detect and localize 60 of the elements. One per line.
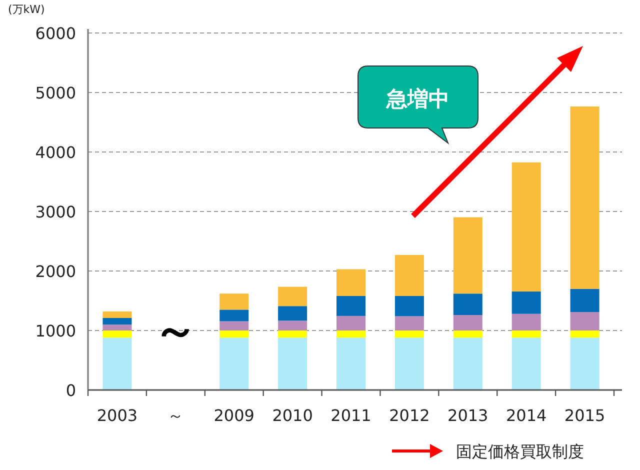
x-tick-label: 2012 [389, 406, 430, 425]
x-tick-label: 2013 [448, 406, 488, 425]
bar [102, 330, 132, 338]
bar [394, 316, 424, 330]
x-tick-label: 2010 [272, 406, 313, 425]
bar [278, 338, 308, 390]
x-tick-label: ～ [168, 406, 184, 425]
y-tick-label: 4000 [35, 143, 76, 162]
bar [220, 321, 249, 330]
bar [220, 338, 249, 390]
bar [336, 269, 366, 296]
bar [394, 330, 424, 338]
y-axis-title: (万kW) [8, 3, 45, 16]
y-tick-label: 3000 [35, 202, 76, 222]
bar [512, 292, 541, 314]
bar [102, 338, 132, 390]
bar [336, 316, 366, 330]
bar [570, 330, 600, 338]
bar [453, 338, 482, 390]
bar [278, 330, 308, 338]
bar [278, 320, 308, 330]
bar [512, 314, 541, 330]
bar [336, 338, 366, 390]
bar [394, 338, 424, 390]
bar [278, 306, 308, 321]
x-tick-label: 2003 [96, 406, 138, 425]
bar [512, 338, 541, 390]
bar [394, 254, 424, 296]
y-tick-label: 0 [66, 381, 76, 400]
bar [453, 315, 482, 330]
bar [220, 330, 249, 338]
bar [512, 162, 541, 292]
x-tick-label: 2011 [330, 406, 372, 425]
bar [220, 294, 249, 310]
y-tick-label: 1000 [35, 322, 76, 340]
bar [220, 310, 249, 322]
bar [453, 294, 482, 316]
x-tick-label: 2009 [214, 406, 254, 425]
bar [453, 217, 482, 294]
x-tick-label: 2015 [564, 406, 606, 425]
annotation: ～ [154, 305, 198, 356]
bar [570, 106, 600, 289]
bar [278, 286, 308, 306]
bar [336, 330, 366, 338]
bar [102, 324, 132, 330]
bar [102, 318, 132, 325]
bar [453, 330, 482, 338]
bar [570, 338, 600, 390]
bar [394, 296, 424, 316]
bar [512, 330, 541, 338]
y-tick-label: 6000 [35, 24, 76, 43]
x-tick-label: 2014 [506, 406, 547, 425]
y-tick-label: 2000 [35, 262, 76, 281]
text: 固定価格買取制度 [456, 442, 584, 461]
bar [570, 312, 600, 330]
annotation: 急増中 [386, 87, 450, 111]
y-tick-label: 5000 [35, 84, 76, 102]
bar [570, 288, 600, 312]
bar [102, 311, 132, 318]
bar [336, 296, 366, 316]
